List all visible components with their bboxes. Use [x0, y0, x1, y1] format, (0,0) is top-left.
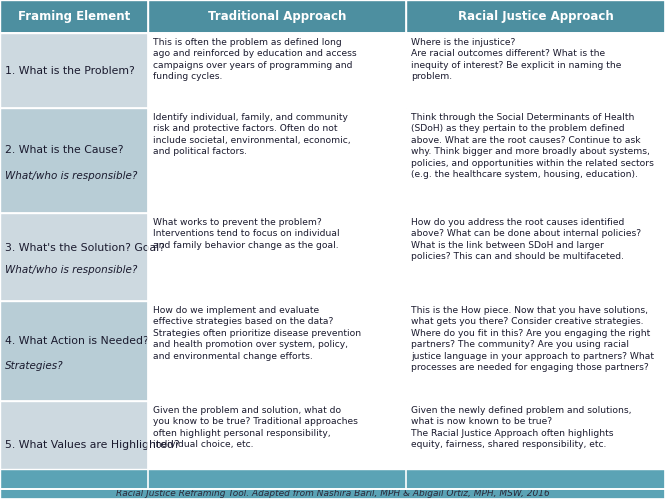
Bar [406, 33, 665, 108]
Bar [148, 0, 406, 33]
Text: This is the How piece. Now that you have solutions,
what gets you there? Conside: This is the How piece. Now that you have… [412, 306, 654, 372]
Text: Where is the injustice?
Are racial outcomes different? What is the
inequity of i: Where is the injustice? Are racial outco… [412, 38, 622, 81]
Text: 5. What Values are Highlighted?: 5. What Values are Highlighted? [5, 440, 180, 450]
Bar [0, 108, 148, 213]
Text: 2. What is the Cause?: 2. What is the Cause? [5, 145, 124, 155]
Bar [0, 401, 148, 489]
Bar [406, 301, 665, 401]
Text: What/who is responsible?: What/who is responsible? [5, 265, 138, 275]
Bar [148, 301, 406, 401]
Bar [406, 108, 665, 213]
Text: 4. What Action is Needed?: 4. What Action is Needed? [5, 336, 149, 346]
Bar [148, 108, 406, 213]
Text: Identify individual, family, and community
risk and protective factors. Often do: Identify individual, family, and communi… [153, 113, 350, 156]
Bar [148, 33, 406, 108]
Text: Framing Element: Framing Element [18, 10, 130, 23]
Text: 1. What is the Problem?: 1. What is the Problem? [5, 65, 135, 75]
Text: This is often the problem as defined long
ago and reinforced by education and ac: This is often the problem as defined lon… [153, 38, 356, 81]
Text: Given the newly defined problem and solutions,
what is now known to be true?
The: Given the newly defined problem and solu… [412, 406, 632, 450]
Text: How do we implement and evaluate
effective strategies based on the data?
Strateg: How do we implement and evaluate effecti… [153, 306, 360, 361]
Bar [406, 401, 665, 489]
Text: What works to prevent the problem?
Interventions tend to focus on individual
and: What works to prevent the problem? Inter… [153, 218, 339, 250]
Text: Racial Justice Approach: Racial Justice Approach [458, 10, 614, 23]
Bar [0, 469, 665, 499]
Bar [406, 213, 665, 301]
Bar [0, 33, 148, 108]
Text: Strategies?: Strategies? [5, 361, 64, 371]
Bar [148, 213, 406, 301]
Text: How do you address the root causes identified
above? What can be done about inte: How do you address the root causes ident… [412, 218, 642, 261]
Bar [0, 0, 148, 33]
Text: What/who is responsible?: What/who is responsible? [5, 171, 138, 181]
Text: Think through the Social Determinants of Health
(SDoH) as they pertain to the pr: Think through the Social Determinants of… [412, 113, 654, 179]
Bar [0, 213, 148, 301]
Text: 3. What's the Solution? Goal?: 3. What's the Solution? Goal? [5, 243, 165, 253]
Text: Given the problem and solution, what do
you know to be true? Traditional approac: Given the problem and solution, what do … [153, 406, 358, 450]
Bar [406, 0, 665, 33]
Bar [0, 301, 148, 401]
Bar [148, 401, 406, 489]
Text: Traditional Approach: Traditional Approach [207, 10, 346, 23]
Text: Racial Justice Reframing Tool. Adapted from Nashira Baril, MPH & Abigail Ortiz, : Racial Justice Reframing Tool. Adapted f… [116, 490, 549, 499]
